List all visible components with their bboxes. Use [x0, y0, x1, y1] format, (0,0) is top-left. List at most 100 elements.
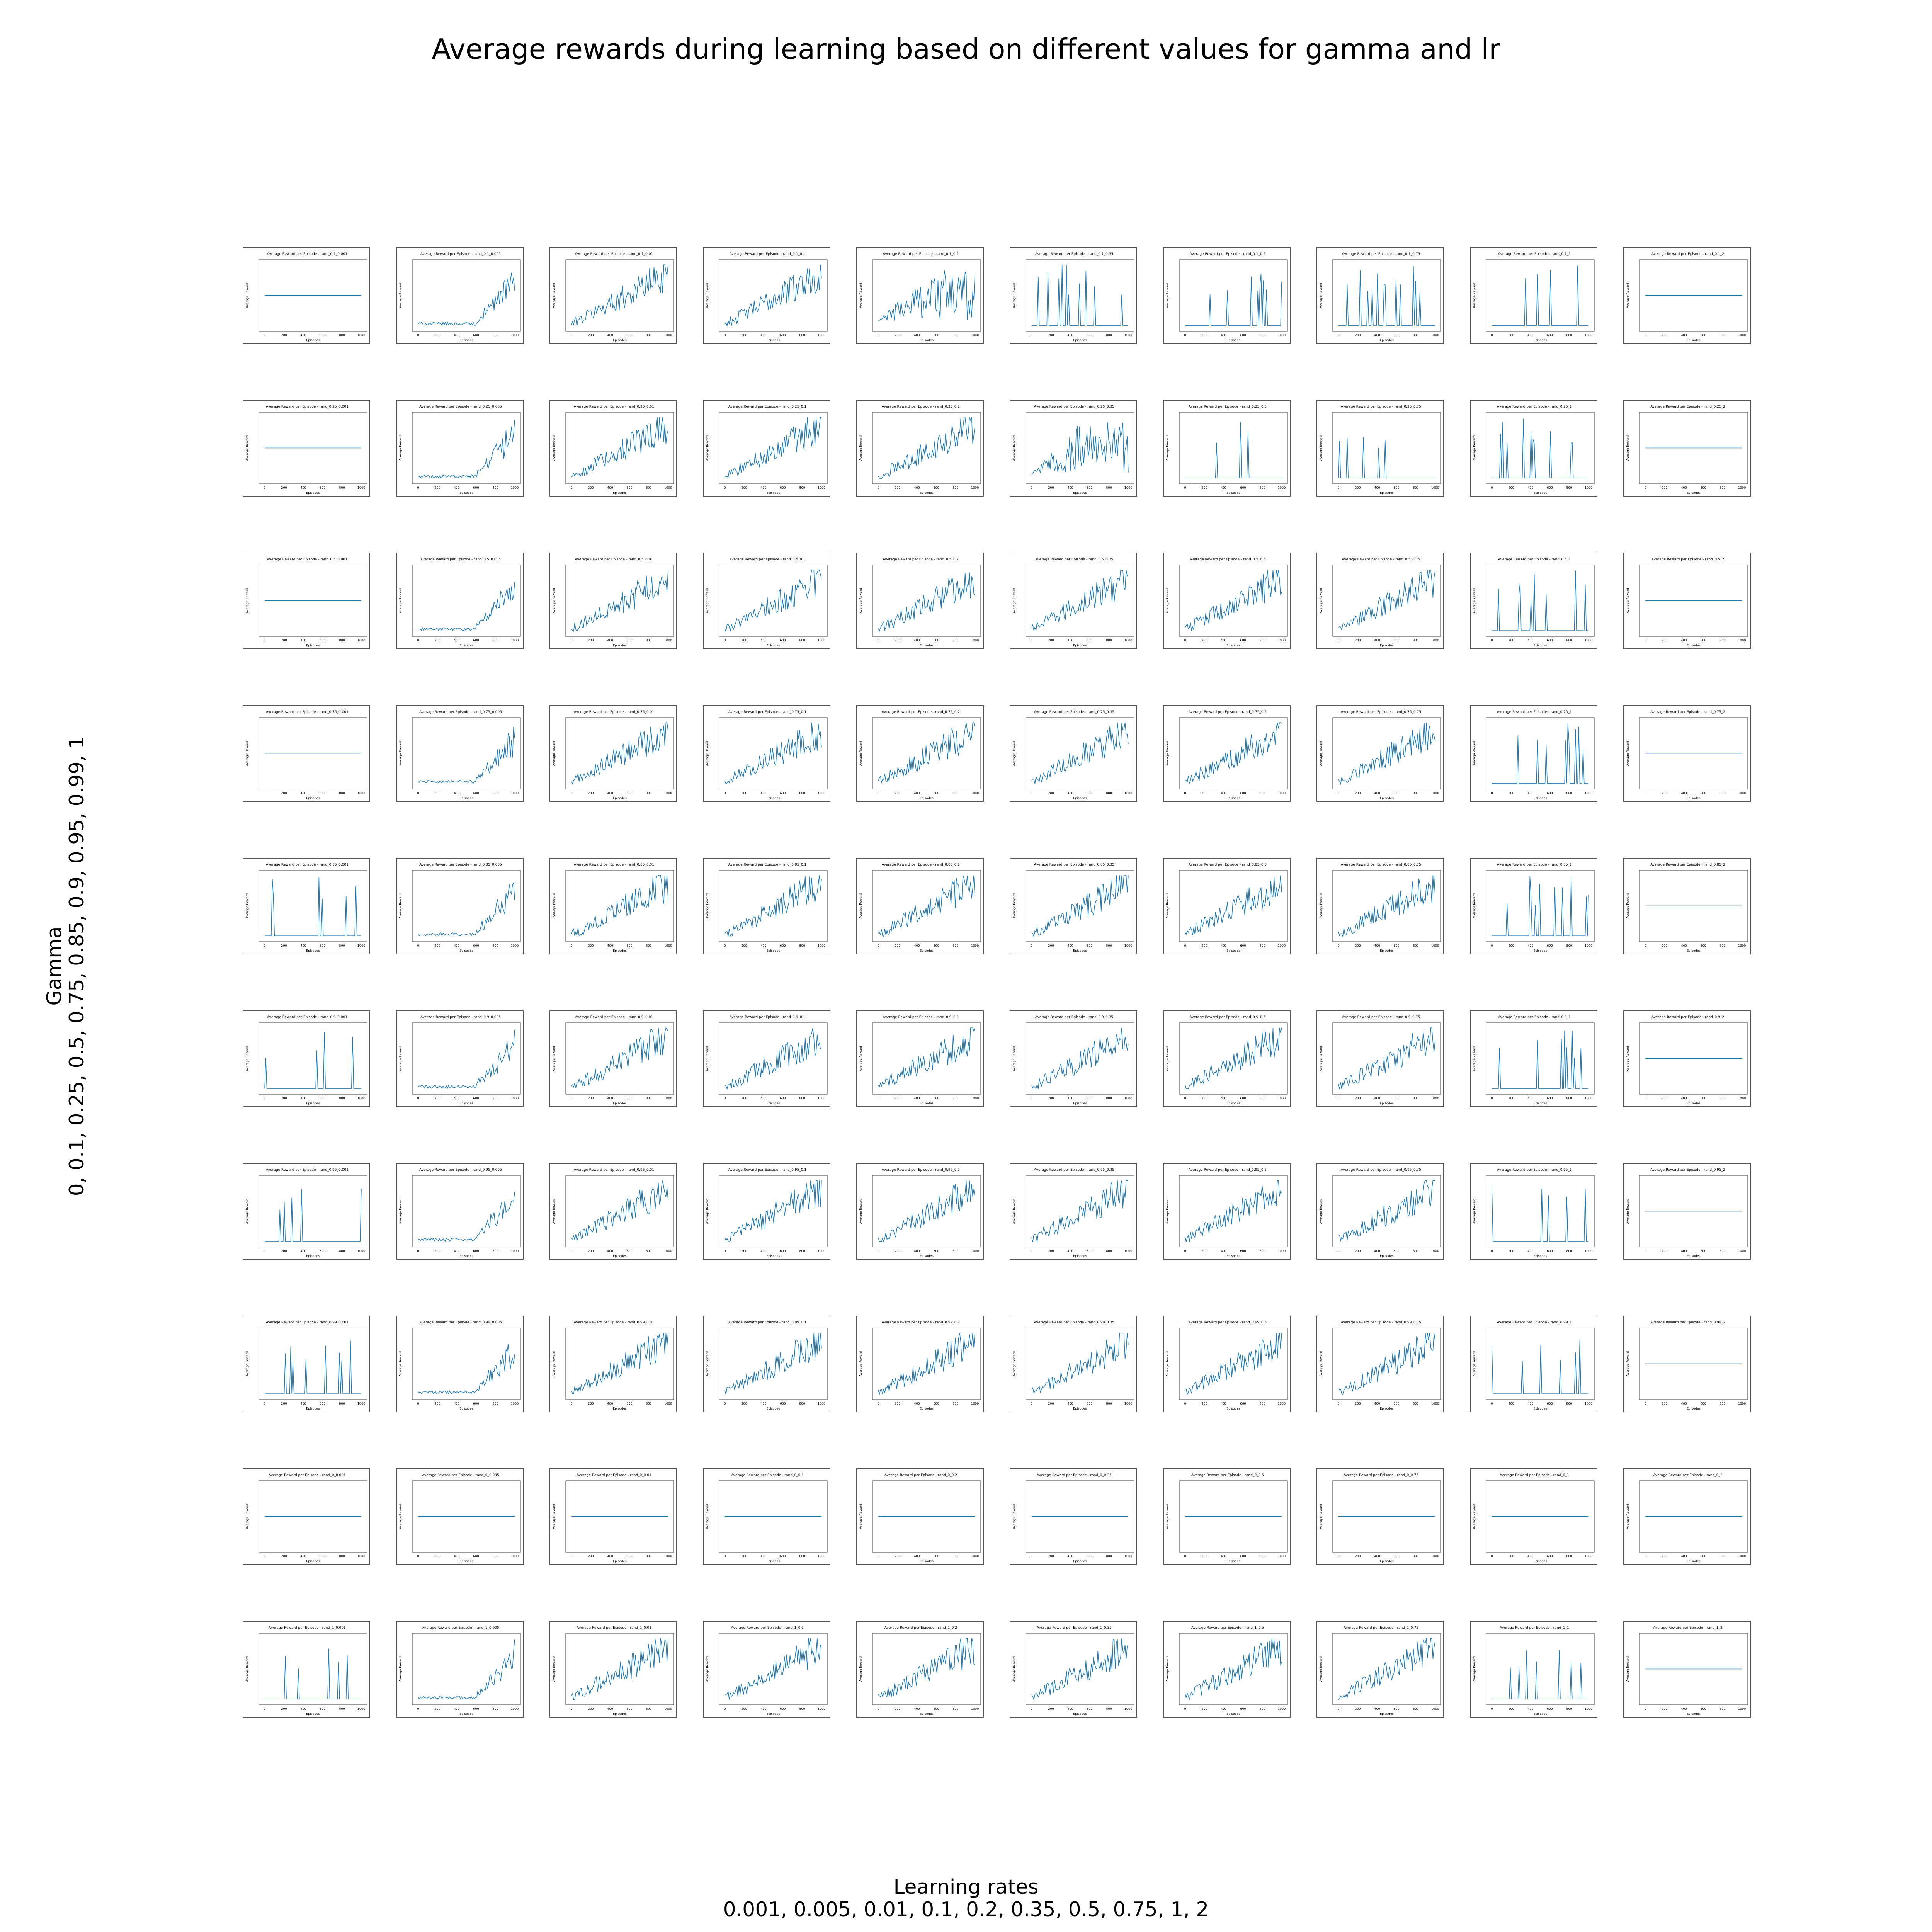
x-tick-label: 400	[760, 1249, 766, 1253]
series-line	[264, 1032, 361, 1089]
subplot-svg: Average Reward per Episode - rand_0.75_0…	[552, 710, 674, 800]
x-tick-label: 200	[741, 944, 747, 947]
x-tick-label: 400	[1681, 1707, 1687, 1711]
x-tick-label: 0	[1337, 1402, 1339, 1405]
x-tick-label: 200	[281, 486, 287, 490]
x-tick-label: 800	[1566, 1554, 1572, 1558]
x-tick-label: 400	[760, 1097, 766, 1100]
x-tick-label: 200	[281, 1554, 287, 1558]
x-tick-label: 800	[1413, 486, 1418, 490]
x-tick-label: 0	[1491, 639, 1493, 642]
x-tick-label: 0	[1184, 1249, 1186, 1253]
x-tick-label: 1000	[1585, 639, 1592, 642]
x-tick-label: 200	[1508, 944, 1514, 947]
subplot-title: Average Reward per Episode - rand_0.85_0…	[1189, 863, 1267, 867]
subplot-svg: Average Reward per Episode - rand_0.85_0…	[1319, 863, 1441, 952]
x-tick-label: 400	[300, 1097, 306, 1100]
x-tick-label: 400	[1374, 333, 1380, 337]
subplot-ylabel: Average Reward	[1626, 1504, 1629, 1529]
subplot-title: Average Reward per Episode - rand_0_0.35	[1037, 1473, 1112, 1477]
subplot-title: Average Reward per Episode - rand_0.85_1	[1497, 863, 1572, 867]
x-tick-label: 600	[933, 1707, 939, 1711]
x-tick-label: 0	[1184, 1402, 1186, 1405]
subplot-xlabel: Episodes	[1073, 1560, 1087, 1563]
subplot-frame	[565, 717, 674, 789]
x-tick-label: 800	[492, 1249, 498, 1253]
x-tick-label: 0	[724, 1097, 726, 1100]
x-tick-label: 1000	[971, 1402, 979, 1405]
subplot-title: Average Reward per Episode - rand_0.1_1	[1498, 252, 1571, 256]
series-line	[1492, 1650, 1588, 1699]
x-tick-label: 400	[607, 1249, 613, 1253]
x-tick-label: 400	[1067, 333, 1073, 337]
subplot-title: Average Reward per Episode - rand_0.1_0.…	[1190, 252, 1266, 256]
subplot-svg: Average Reward per Episode - rand_0.99_0…	[399, 1321, 521, 1410]
series-line	[1185, 1180, 1282, 1242]
x-tick-label: 0	[1184, 1554, 1186, 1558]
series-line	[1492, 1186, 1588, 1242]
subplot-ylabel: Average Reward	[1166, 435, 1169, 461]
x-axis-title: Learning rates 0.001, 0.005, 0.01, 0.1, …	[0, 1876, 1932, 1921]
subplot-panel: Average Reward per Episode - rand_0.99_0…	[1010, 1316, 1137, 1412]
subplot-panel: Average Reward per Episode - rand_0.1_0.…	[856, 247, 984, 344]
x-tick-label: 0	[877, 1249, 879, 1253]
x-tick-label: 1000	[971, 1249, 979, 1253]
subplot-ylabel: Average Reward	[552, 1351, 556, 1376]
x-tick-label: 600	[320, 791, 325, 795]
subplot-title: Average Reward per Episode - rand_0.85_2	[1650, 863, 1725, 867]
subplot-svg: Average Reward per Episode - rand_1_0.00…	[399, 1626, 521, 1716]
subplot-xlabel: Episodes	[920, 1712, 934, 1716]
x-tick-label: 400	[1067, 1707, 1073, 1711]
x-tick-label: 1000	[1585, 1707, 1592, 1711]
x-tick-label: 200	[1048, 486, 1054, 490]
subplot-xlabel: Episodes	[1226, 1560, 1240, 1563]
subplot-svg: Average Reward per Episode - rand_0.85_0…	[706, 863, 828, 952]
x-tick-label: 1000	[357, 1249, 365, 1253]
subplot-svg: Average Reward per Episode - rand_0.95_0…	[552, 1168, 674, 1258]
x-tick-label: 200	[281, 639, 287, 642]
subplot-ylabel: Average Reward	[1319, 1656, 1323, 1682]
x-tick-label: 400	[300, 1554, 306, 1558]
subplot-title: Average Reward per Episode - rand_0.99_2	[1650, 1321, 1725, 1325]
x-tick-label: 0	[570, 639, 572, 642]
subplot-ylabel: Average Reward	[1473, 893, 1476, 918]
subplot-xlabel: Episodes	[1687, 796, 1701, 800]
series-line	[878, 1027, 975, 1088]
x-tick-label: 800	[1259, 1707, 1265, 1711]
subplot-xlabel: Episodes	[306, 338, 320, 342]
subplot-frame	[1486, 259, 1595, 332]
subplot-frame	[1026, 1175, 1134, 1247]
x-tick-label: 200	[1662, 791, 1667, 795]
subplot-panel: Average Reward per Episode - rand_0.99_0…	[243, 1316, 370, 1412]
subplot-ylabel: Average Reward	[1166, 741, 1169, 766]
series-line	[878, 1333, 975, 1395]
x-tick-label: 1000	[971, 639, 979, 642]
subplot-panel: Average Reward per Episode - rand_0.99_0…	[396, 1316, 524, 1412]
x-tick-label: 0	[417, 1707, 419, 1711]
x-tick-label: 1000	[1431, 1402, 1439, 1405]
subplot-panel: Average Reward per Episode - rand_0.95_1…	[1470, 1163, 1597, 1260]
x-tick-label: 400	[1681, 1249, 1687, 1253]
x-tick-label: 0	[264, 1707, 265, 1711]
x-tick-label: 400	[300, 1707, 306, 1711]
x-tick-label: 1000	[971, 486, 979, 490]
x-tick-label: 1000	[1431, 486, 1439, 490]
x-tick-label: 1000	[1738, 944, 1746, 947]
x-tick-label: 200	[1201, 486, 1207, 490]
subplot-panel: Average Reward per Episode - rand_0.85_1…	[1470, 858, 1597, 954]
subplot-ylabel: Average Reward	[859, 283, 862, 308]
subplot-ylabel: Average Reward	[1012, 1351, 1016, 1376]
x-axis-values: 0.001, 0.005, 0.01, 0.1, 0.2, 0.35, 0.5,…	[723, 1898, 1209, 1921]
subplot-title: Average Reward per Episode - rand_0_0.01	[577, 1473, 651, 1477]
subplot-panel: Average Reward per Episode - rand_0.85_0…	[1010, 858, 1137, 954]
x-tick-label: 800	[1566, 486, 1572, 490]
x-tick-label: 200	[741, 791, 747, 795]
subplot-svg: Average Reward per Episode - rand_0.9_0.…	[245, 1015, 367, 1105]
subplot-svg: Average Reward per Episode - rand_1_0.00…	[245, 1626, 367, 1716]
x-tick-label: 600	[626, 791, 632, 795]
subplot-frame	[412, 565, 521, 637]
x-tick-label: 200	[588, 944, 594, 947]
x-tick-label: 600	[626, 1554, 632, 1558]
x-tick-label: 600	[1700, 639, 1706, 642]
subplot-frame	[565, 1633, 674, 1705]
